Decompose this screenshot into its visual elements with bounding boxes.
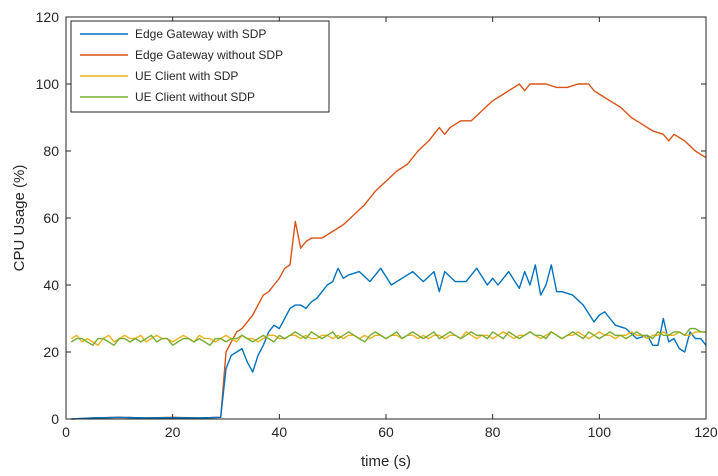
y-axis: 0 20 40 60 80 100 120	[36, 9, 706, 427]
y-tick-label: 0	[51, 411, 59, 427]
legend-label: UE Client without SDP	[135, 90, 255, 104]
x-tick-label: 80	[485, 424, 501, 440]
series-line-edge-gateway-without-sdp	[71, 83, 707, 420]
y-tick-label: 40	[43, 277, 59, 293]
series-line-edge-gateway-with-sdp	[71, 264, 707, 420]
y-tick-label: 20	[43, 344, 59, 360]
y-tick-label: 80	[43, 143, 59, 159]
legend: Edge Gateway with SDP Edge Gateway withou…	[70, 20, 330, 113]
series-line-ue-client-without-sdp	[70, 327, 706, 346]
y-tick-label: 120	[36, 9, 60, 25]
x-tick-label: 60	[378, 424, 394, 440]
legend-label: Edge Gateway with SDP	[135, 27, 266, 41]
series-layer	[70, 83, 707, 420]
y-tick-label: 60	[43, 210, 59, 226]
x-tick-label: 20	[165, 424, 181, 440]
x-tick-label: 100	[588, 424, 612, 440]
x-tick-label: 40	[272, 424, 288, 440]
legend-label: UE Client with SDP	[135, 69, 238, 83]
legend-label: Edge Gateway without SDP	[135, 48, 283, 62]
x-tick-label: 120	[694, 424, 718, 440]
y-axis-title: CPU Usage (%)	[11, 165, 28, 272]
y-tick-label: 100	[36, 76, 60, 92]
x-tick-label: 0	[62, 424, 70, 440]
legend-box	[70, 20, 330, 113]
x-axis-title: time (s)	[361, 453, 411, 470]
